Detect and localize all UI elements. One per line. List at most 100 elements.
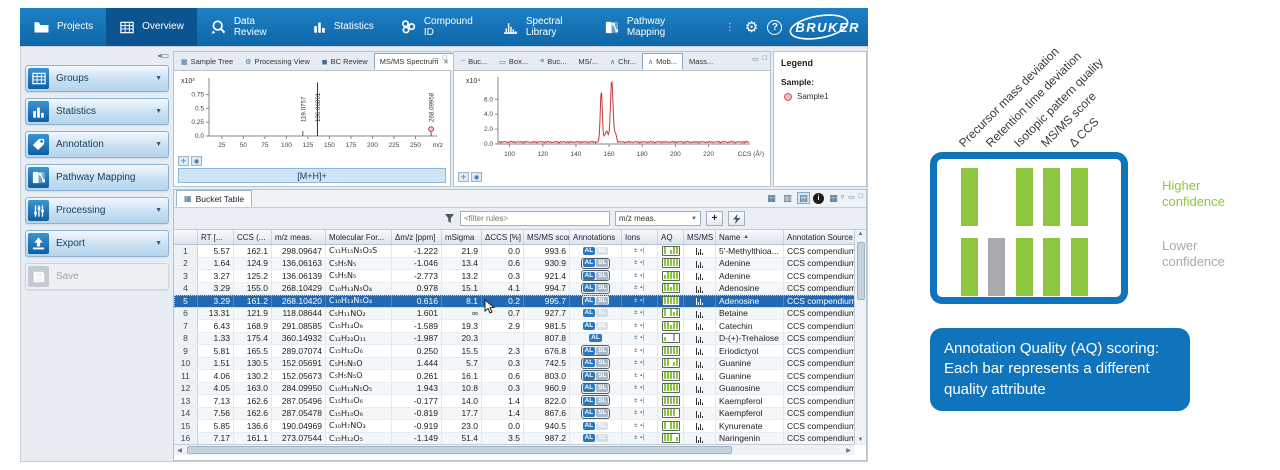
filter-column-dropdown[interactable]: m/z meas. ▼ [615,211,701,226]
zoom-mode-icon[interactable]: ✛ [458,172,469,182]
table-view-1-icon[interactable]: ▦ [767,192,776,203]
table-row[interactable]: 12 4.05 163.0 284.09950 C₁₀H₁₃N₅O₅ 1.943 10.8 0… [174,382,866,395]
sidebar-item-annotation[interactable]: Annotation ▼ [25,131,169,158]
sidebar-collapse-button[interactable]: ◂▭ [157,51,169,60]
scroll-left-icon[interactable]: ◀ [177,447,182,454]
column-header-formula[interactable]: Molecular For... [326,230,392,244]
apply-filter-button[interactable] [728,211,745,226]
help-icon[interactable]: ? [767,19,783,35]
spectrum-tab-ms-ms-spectrum[interactable]: MS/MS Spectrum ✕ [373,53,455,70]
aq-bar [670,334,672,341]
table-row[interactable]: 5 3.29 161.2 268.10420 C₁₀H₁₃N₅O₄ 0.616 8.1 0.2… [174,295,866,308]
column-header-n[interactable] [174,230,198,244]
legend-sample-row[interactable]: Sample1 [781,92,859,101]
column-header-msigma[interactable]: mSigma [442,230,482,244]
mobilogram-chart[interactable]: 100 120 140 160 180 200 220 CCS (Å²) 0.0 2.0 4.0 6.… [458,72,768,172]
view-mode-icon[interactable]: ◉ [471,172,482,182]
view-mode-icon[interactable]: ◉ [191,156,202,166]
table-row[interactable]: 13 7.13 162.6 287.05496 C₁₅H₁₀O₆ -0.177 14.0 1.… [174,395,866,408]
tab-bucket-table[interactable]: ▦ Bucket Table [176,190,253,207]
mobilogram-tab-box[interactable]: ▭ Box... [493,53,534,70]
column-header-name[interactable]: Name ▲ [716,230,784,244]
column-header-dmz[interactable]: Δm/z [ppm] [392,230,442,244]
table-row[interactable]: 14 7.56 162.6 287.05478 C₁₅H₁₀O₆ -0.819 17.7 1.… [174,407,866,420]
mobilogram-tab-chr[interactable]: ∧ Chr... [604,53,642,70]
higher-confidence-bar-5 [1070,168,1088,226]
table-row[interactable]: 2 1.64 124.9 136.06163 C₅H₅N₅ -1.046 13.4 0.6 93… [174,257,866,270]
sidebar-item-pathway-mapping[interactable]: Pathway Mapping [25,164,169,191]
table-row[interactable]: 7 6.43 168.9 291.08585 C₁₅H₁₄O₆ -1.589 19.3 2.9… [174,320,866,333]
table-row[interactable]: 3 3.27 125.2 136.06139 C₅H₅N₅ -2.773 13.2 0.3 92… [174,270,866,283]
column-header-rt[interactable]: RT [... [198,230,234,244]
maximize-icon[interactable]: □ [442,55,447,62]
maximize-icon[interactable]: □ [858,193,863,200]
column-header-dccs[interactable]: ΔCCS [%] [482,230,524,244]
column-header-source[interactable]: Annotation Source [784,230,858,244]
filter-rules-input[interactable] [460,211,610,226]
table-row[interactable]: 1 5.57 162.1 298.09647 C₁₁H₁₅N₅O₃S -1.222 21.9… [174,245,866,258]
spectrum-tab-processing-view[interactable]: ⚙ Processing View [239,53,316,70]
zoom-mode-icon[interactable]: ✛ [178,156,189,166]
mobilogram-tab-mob[interactable]: ∧ Mob... [642,53,683,70]
add-filter-button[interactable]: + [706,211,723,226]
toolbar-item-pathway-mapping[interactable]: Pathway Mapping [591,8,692,46]
table-row[interactable]: 11 4.06 130.2 152.05673 C₅H₅N₅O 0.261 16.1 0.6 8… [174,370,866,383]
gear-icon[interactable]: ⚙ [744,18,759,36]
column-header-ccs[interactable]: CCS (... [234,230,272,244]
mobilogram-tab-label: Buc... [468,57,488,66]
annotation-badges: AL SL [581,270,610,282]
table-view-2-icon[interactable]: ▥ [783,192,792,203]
column-header-badges[interactable]: Annotations [570,230,622,244]
table-row[interactable]: 16 7.17 161.1 273.07544 C₁₅H₁₂O₅ -1.149 51.4 3.… [174,432,866,445]
sidebar-item-processing[interactable]: Processing ▼ [25,197,169,224]
horizontal-scrollbar[interactable]: ◀ ▶ [174,444,854,455]
mobilogram-tab-mass[interactable]: Mass... [683,53,719,70]
minimize-icon[interactable]: ▭ [432,56,439,63]
msms-spectrum-chart[interactable]: 25 50 75 100 125 150 175 200 225 250 m/z 0.0 0.25 0.5… [177,72,447,158]
mobilogram-tab-ms[interactable]: MS/... [572,53,604,70]
table-settings-icon[interactable]: ▦ [829,192,838,203]
table-row[interactable]: 15 5.85 136.6 190.04969 C₁₀H₇NO₃ -0.919 23.0 0.… [174,420,866,433]
toolbar-item-spectral-library[interactable]: Spectral Library [489,8,591,46]
minimize-icon[interactable]: ▭ [848,194,855,201]
spectrum-tab-bc-review[interactable]: ◼ BC Review [316,53,374,70]
scroll-down-icon[interactable]: ▼ [857,437,864,443]
mobilogram-tab-buc[interactable]: ~ Buc... [455,53,493,70]
sidebar-item-export[interactable]: Export ▼ [25,230,169,257]
scroll-right-icon[interactable]: ▶ [846,447,851,454]
spectrum-tab-sample-tree[interactable]: ▦ Sample Tree [175,53,239,70]
vertical-scroll-thumb[interactable] [856,242,865,300]
sidebar-item-groups[interactable]: Groups ▼ [25,65,169,92]
toolbar-item-overview[interactable]: Overview [106,8,197,46]
table-row[interactable]: 6 13.31 121.9 118.08644 C₅H₁₁NO₂ 1.601 ∞ 0.7 927… [174,307,866,320]
toolbar-item-compound-id[interactable]: Compound ID [387,8,489,46]
table-view-3-icon[interactable]: ▤ [797,192,810,204]
column-header-mz[interactable]: m/z meas. [272,230,326,244]
toolbar-item-statistics[interactable]: Statistics [299,8,387,46]
column-header-aq[interactable]: AQ [658,230,684,244]
maximize-icon[interactable]: □ [762,55,767,62]
mobilogram-tab-buc[interactable]: ≡ Buc... [534,53,572,70]
vertical-scrollbar[interactable]: ▲ ▼ [854,230,866,444]
table-row[interactable]: 4 3.29 155.0 268.10429 C₁₀H₁₃N₅O₄ 0.978 15.1 4.… [174,282,866,295]
toolbar-item-projects[interactable]: Projects [20,8,106,46]
column-header-score[interactable]: MS/MS score [524,230,570,244]
column-header-ions[interactable]: Ions [622,230,658,244]
table-row[interactable]: 9 5.81 165.5 289.07074 C₁₅H₁₂O₆ 0.250 15.5 2.3 6… [174,345,866,358]
table-row[interactable]: 8 1.33 175.4 360.14932 C₁₂H₂₂O₁₁ -1.987 20.3 80… [174,332,866,345]
table-row[interactable]: 10 1.51 130.5 152.05691 C₅H₅N₅O 1.444 5.7 0.3 74… [174,357,866,370]
sidebar-item-statistics[interactable]: Statistics ▼ [25,98,169,125]
svg-text:0.0: 0.0 [484,141,493,148]
close-icon[interactable]: ✕ [443,58,449,66]
bucket-panel-window-controls[interactable]: ▿ ▭ □ [841,193,863,201]
compound-icon [400,19,417,35]
info-icon[interactable]: i [813,192,824,204]
scroll-up-icon[interactable]: ▲ [857,231,864,237]
horizontal-scroll-thumb[interactable] [187,446,732,454]
spectrum-panel-window-controls[interactable]: ▭ □ [432,55,447,63]
chevron-down-icon[interactable]: ▿ [840,194,845,201]
toolbar-item-data-review[interactable]: Data Review [197,8,299,46]
column-header-msms[interactable]: MS/MS [684,230,716,244]
minimize-icon[interactable]: ▭ [752,56,759,63]
mobilogram-panel-window-controls[interactable]: ▭ □ [752,55,767,63]
